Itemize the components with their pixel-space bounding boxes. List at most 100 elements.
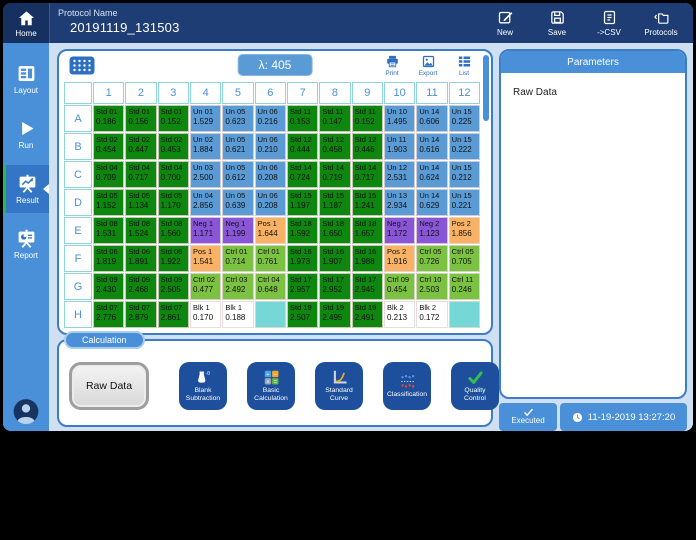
well-B10[interactable]: Un 11 1.903 <box>384 133 416 160</box>
well-F1[interactable]: Std 06 1.819 <box>93 245 125 272</box>
well-C2[interactable]: Std 04 0.717 <box>125 161 157 188</box>
column-header-1[interactable]: 1 <box>93 82 125 104</box>
well-C8[interactable]: Std 14 0.719 <box>319 161 351 188</box>
well-F3[interactable]: Std 06 1.922 <box>157 245 189 272</box>
well-C3[interactable]: Std 04 0.700 <box>157 161 189 188</box>
well-A1[interactable]: Std 01 0.186 <box>93 105 125 132</box>
row-header-F[interactable]: F <box>64 245 92 272</box>
column-header-7[interactable]: 7 <box>287 82 319 104</box>
home-button[interactable]: Home <box>3 3 50 43</box>
well-F12[interactable]: Ctrl 05 0.705 <box>448 245 480 272</box>
well-D10[interactable]: Un 13 2.934 <box>384 189 416 216</box>
raw-data-button[interactable]: Raw Data <box>69 362 149 410</box>
well-F4[interactable]: Pos 1 1.541 <box>190 245 222 272</box>
column-header-6[interactable]: 6 <box>254 82 286 104</box>
csv-export-button[interactable]: ->CSV <box>585 9 633 37</box>
column-header-10[interactable]: 10 <box>384 82 416 104</box>
well-D8[interactable]: Std 15 1.187 <box>319 189 351 216</box>
well-C4[interactable]: Un 03 2.500 <box>190 161 222 188</box>
column-header-8[interactable]: 8 <box>319 82 351 104</box>
column-header-5[interactable]: 5 <box>222 82 254 104</box>
well-C1[interactable]: Std 04 0.709 <box>93 161 125 188</box>
plate-view-button[interactable] <box>69 56 95 75</box>
well-G3[interactable]: Std 09 2.505 <box>157 273 189 300</box>
well-E3[interactable]: Std 08 1.560 <box>157 217 189 244</box>
well-C9[interactable]: Std 14 0.717 <box>351 161 383 188</box>
well-B12[interactable]: Un 15 0.222 <box>448 133 480 160</box>
well-E9[interactable]: Std 18 1.657 <box>351 217 383 244</box>
calculation-tab[interactable]: Calculation <box>64 331 145 349</box>
well-G7[interactable]: Std 17 2.957 <box>287 273 319 300</box>
well-B9[interactable]: Std 12 0.446 <box>351 133 383 160</box>
column-header-11[interactable]: 11 <box>416 82 448 104</box>
well-D2[interactable]: Std 05 1.134 <box>125 189 157 216</box>
well-C12[interactable]: Un 15 0.212 <box>448 161 480 188</box>
well-E4[interactable]: Neg 1 1.171 <box>190 217 222 244</box>
well-E2[interactable]: Std 08 1.524 <box>125 217 157 244</box>
basic-calculation-button[interactable]: + − × = Basic Calculation <box>247 362 295 410</box>
quality-control-button[interactable]: Quality Control <box>451 362 499 410</box>
well-F10[interactable]: Pos 2 1.916 <box>384 245 416 272</box>
well-C6[interactable]: Un 06 0.208 <box>254 161 286 188</box>
well-H5[interactable]: Blk 1 0.188 <box>222 301 254 328</box>
well-A8[interactable]: Std 11 0.147 <box>319 105 351 132</box>
well-C5[interactable]: Un 05 0.612 <box>222 161 254 188</box>
well-E1[interactable]: Std 08 1.531 <box>93 217 125 244</box>
sidebar-item-report[interactable]: Report <box>3 220 49 268</box>
well-G4[interactable]: Ctrl 02 0.477 <box>190 273 222 300</box>
sidebar-item-run[interactable]: Run <box>3 110 49 158</box>
well-G9[interactable]: Std 17 2.945 <box>351 273 383 300</box>
well-F8[interactable]: Std 16 1.907 <box>319 245 351 272</box>
well-H12[interactable] <box>448 301 480 328</box>
print-button[interactable]: Print <box>377 54 407 77</box>
well-B8[interactable]: Std 12 0.458 <box>319 133 351 160</box>
well-E11[interactable]: Neg 2 1.123 <box>416 217 448 244</box>
well-G8[interactable]: Std 17 2.952 <box>319 273 351 300</box>
row-header-A[interactable]: A <box>64 105 92 132</box>
well-E7[interactable]: Std 18 1.592 <box>287 217 319 244</box>
column-header-4[interactable]: 4 <box>190 82 222 104</box>
well-H6[interactable] <box>254 301 286 328</box>
well-B6[interactable]: Un 06 0.210 <box>254 133 286 160</box>
column-header-2[interactable]: 2 <box>125 82 157 104</box>
timestamp-button[interactable]: 11-19-2019 13:27:20 <box>560 403 687 431</box>
well-B1[interactable]: Std 02 0.454 <box>93 133 125 160</box>
well-H9[interactable]: Std 19 2.491 <box>351 301 383 328</box>
well-F9[interactable]: Std 16 1.988 <box>351 245 383 272</box>
well-H10[interactable]: Blk 2 0.213 <box>384 301 416 328</box>
well-E10[interactable]: Neg 2 1.172 <box>384 217 416 244</box>
well-G11[interactable]: Ctrl 10 2.503 <box>416 273 448 300</box>
well-G6[interactable]: Ctrl 04 0.648 <box>254 273 286 300</box>
well-D1[interactable]: Std 05 1.152 <box>93 189 125 216</box>
well-A6[interactable]: Un 06 0.216 <box>254 105 286 132</box>
column-header-12[interactable]: 12 <box>448 82 480 104</box>
well-D6[interactable]: Un 06 0.208 <box>254 189 286 216</box>
well-E8[interactable]: Std 18 1.650 <box>319 217 351 244</box>
row-header-G[interactable]: G <box>64 273 92 300</box>
well-F5[interactable]: Ctrl 01 0.714 <box>222 245 254 272</box>
well-F7[interactable]: Std 16 1.973 <box>287 245 319 272</box>
well-A11[interactable]: Un 14 0.606 <box>416 105 448 132</box>
classification-button[interactable]: Classification <box>383 362 431 410</box>
well-B11[interactable]: Un 14 0.616 <box>416 133 448 160</box>
well-D12[interactable]: Un 15 0.221 <box>448 189 480 216</box>
well-D7[interactable]: Std 15 1.197 <box>287 189 319 216</box>
plate-scrollbar[interactable] <box>483 55 489 121</box>
user-avatar[interactable] <box>13 398 40 425</box>
well-G12[interactable]: Ctrl 11 0.246 <box>448 273 480 300</box>
well-B5[interactable]: Un 05 0.621 <box>222 133 254 160</box>
well-F11[interactable]: Ctrl 05 0.726 <box>416 245 448 272</box>
well-D9[interactable]: Std 15 1.241 <box>351 189 383 216</box>
wavelength-button[interactable]: λ: 405 <box>237 54 313 76</box>
well-D4[interactable]: Un 04 2.856 <box>190 189 222 216</box>
well-H1[interactable]: Std 07 2.776 <box>93 301 125 328</box>
well-D5[interactable]: Un 05 0.639 <box>222 189 254 216</box>
column-header-3[interactable]: 3 <box>157 82 189 104</box>
well-H3[interactable]: Std 07 2.861 <box>157 301 189 328</box>
well-A7[interactable]: Std 11 0.153 <box>287 105 319 132</box>
well-H4[interactable]: Blk 1 0.170 <box>190 301 222 328</box>
well-D3[interactable]: Std 05 1.170 <box>157 189 189 216</box>
save-button[interactable]: Save <box>533 9 581 37</box>
sidebar-item-result[interactable]: Result <box>3 165 49 213</box>
executed-button[interactable]: Executed <box>499 403 557 431</box>
